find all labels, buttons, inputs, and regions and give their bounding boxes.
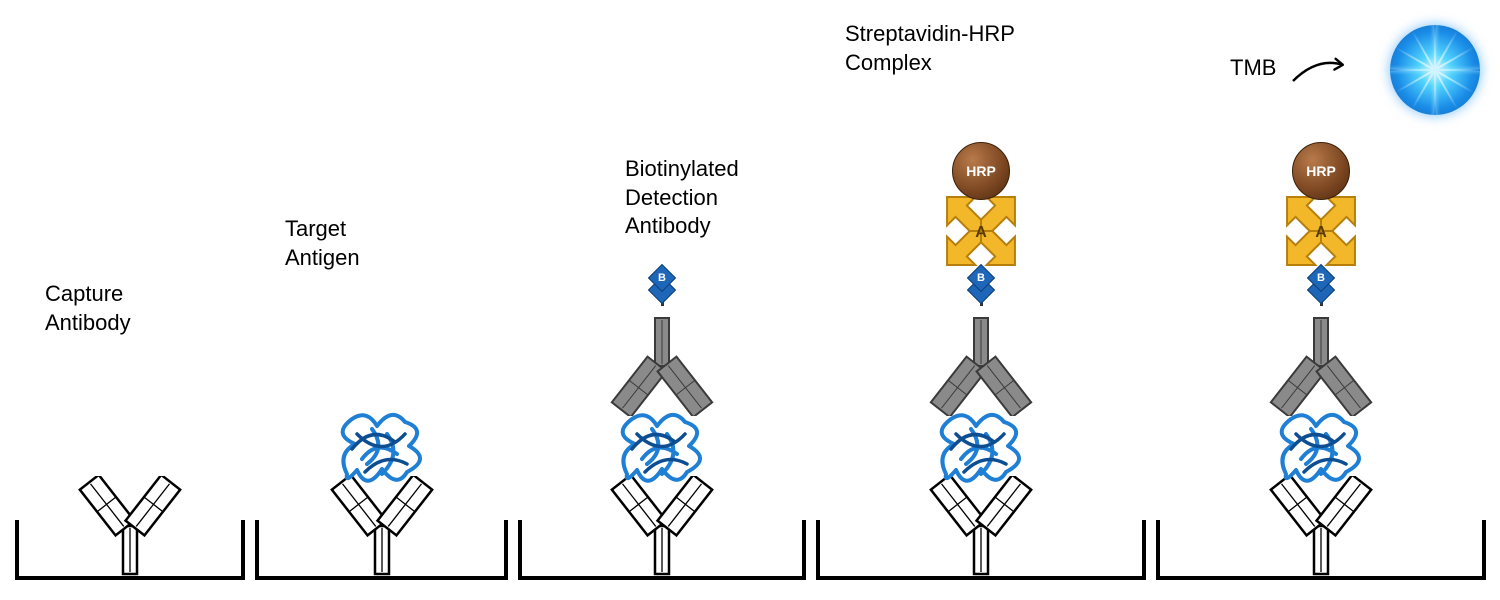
- detection-antibody-icon: [926, 316, 1036, 416]
- biotin-icon: B: [643, 268, 681, 312]
- tmb-arrow-icon: [1290, 52, 1350, 92]
- antigen-icon: [607, 404, 717, 494]
- panel-label-1: CaptureAntibody: [45, 280, 131, 337]
- component-stack: B: [607, 268, 717, 576]
- tmb-star-icon: [1390, 25, 1480, 115]
- capture-antibody-icon: [75, 476, 185, 576]
- tmb-signal: [1390, 25, 1480, 115]
- detection-antibody-icon: [607, 316, 717, 416]
- component-stack: BHRP: [1266, 142, 1376, 576]
- component-stack: BHRP: [926, 142, 1036, 576]
- panel-label-3: BiotinylatedDetectionAntibody: [625, 155, 739, 241]
- detection-antibody-icon: [1266, 316, 1376, 416]
- panel-label-2: TargetAntigen: [285, 215, 360, 272]
- panel-4: BHRP: [816, 20, 1146, 580]
- hrp-icon: HRP: [1292, 142, 1350, 200]
- panel-2: [255, 20, 508, 580]
- antigen-icon: [1266, 404, 1376, 494]
- panel-3: B: [518, 20, 806, 580]
- antigen-icon: [327, 404, 437, 494]
- antigen-icon: [926, 404, 1036, 494]
- component-stack: [327, 404, 437, 576]
- tmb-label: TMB: [1230, 55, 1276, 81]
- panel-label-4: Streptavidin-HRPComplex: [845, 20, 1015, 77]
- hrp-icon: HRP: [952, 142, 1010, 200]
- component-stack: [75, 476, 185, 576]
